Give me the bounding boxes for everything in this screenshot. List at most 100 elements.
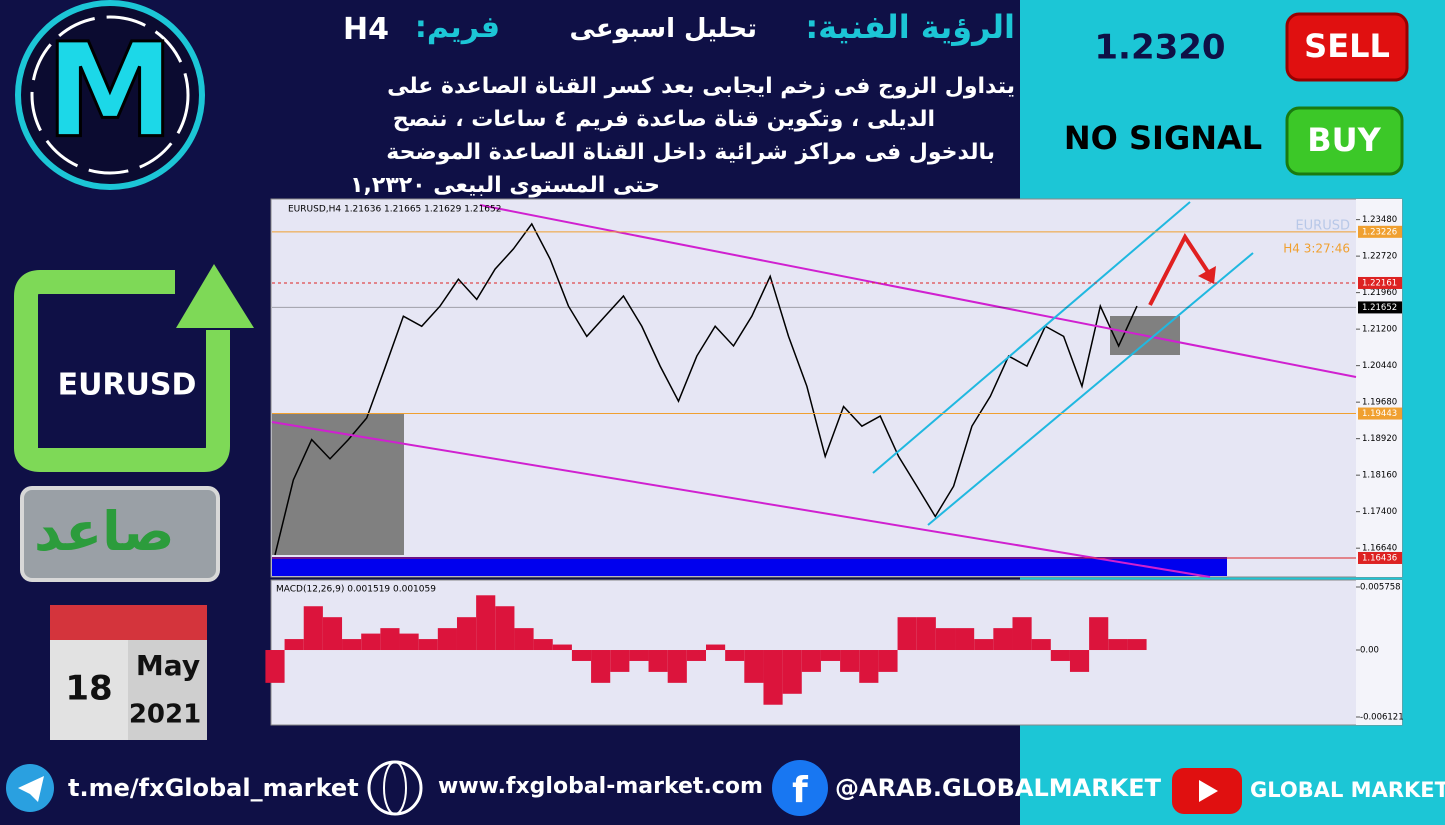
macd-bar [1050, 650, 1070, 661]
telegram-plane [18, 776, 44, 802]
web-icon-meridian [383, 761, 407, 815]
frame: H4 [343, 12, 389, 47]
zone [272, 413, 404, 555]
macd-bar [284, 639, 304, 651]
macd-bar [1031, 639, 1051, 651]
y-tick-label: 1.18160 [1362, 471, 1397, 481]
macd-bar [801, 650, 821, 672]
forecast-arrow [1148, 233, 1212, 306]
level-label: 1.21652 [1362, 303, 1397, 313]
timer: H4 3:27:46 [1283, 242, 1350, 256]
year: 2021 [129, 700, 201, 730]
level-label: 1.23226 [1362, 227, 1397, 237]
macd-bar [629, 650, 649, 661]
telegram-link: t.me/fxGlobal_market [68, 774, 359, 802]
trendline [271, 421, 1211, 578]
macd-bar [571, 650, 592, 661]
macd-bar [859, 650, 879, 683]
macd-bar [552, 644, 572, 651]
sell-label: SELL [1304, 27, 1390, 65]
macd-bar [916, 617, 936, 651]
facebook-f: f [792, 770, 808, 811]
macd-bar [840, 650, 860, 672]
logo-inner [30, 15, 190, 175]
macd-bar [476, 595, 496, 651]
zone-bar [272, 557, 1227, 576]
y-tick-label: 1.21200 [1362, 325, 1397, 335]
macd-bar [897, 617, 917, 651]
macd-bar [514, 628, 534, 651]
macd-bar [667, 650, 687, 683]
y-tick-label: 1.16640 [1362, 544, 1397, 554]
y-tick-label: 1.21960 [1362, 288, 1397, 298]
macd-bar [456, 617, 477, 651]
forecast-arrowhead [1198, 266, 1216, 284]
y-tick-label: 1.19680 [1362, 398, 1397, 408]
macd-bar [686, 650, 706, 661]
macd-bar [1012, 617, 1032, 651]
frame-label: فريم: [414, 10, 500, 45]
macd-bar [648, 650, 668, 672]
analysis-line: الديلى ، وتكوين قناة صاعدة فريم ٤ ساعات … [392, 107, 935, 132]
macd-bar [610, 650, 630, 672]
price-panel [270, 198, 1403, 578]
trend: صاعد [34, 500, 175, 563]
macd-bar [418, 639, 438, 651]
macd-axis [1356, 580, 1402, 725]
calendar-top [50, 605, 207, 640]
trend-frame [13, 270, 230, 472]
analysis-line: حتى المستوى البيعى ١,٢٣٢٠ [350, 173, 660, 198]
website-link: www.fxglobal-market.com [438, 774, 763, 799]
facebook-link: @ARAB.GLOBALMARKET [835, 774, 1162, 802]
price-axis [1356, 199, 1402, 577]
level-tag [1358, 407, 1402, 420]
macd-bar [763, 650, 783, 705]
macd-bar [303, 606, 323, 651]
macd-bar [935, 628, 956, 651]
macd-bar [744, 650, 764, 683]
facebook-icon [772, 760, 828, 816]
logo-ring [15, 0, 205, 190]
signal-status: NO SIGNAL [1064, 119, 1262, 157]
macd-bar [322, 617, 343, 651]
y-tick-label: 1.22720 [1362, 252, 1397, 262]
chart-title: MACD(12,26,9) 0.001519 0.001059 [276, 585, 436, 595]
y-tick-label: 1.23480 [1362, 215, 1397, 225]
macd-bar [955, 628, 975, 651]
sell-button [1285, 12, 1409, 82]
trend-arrow [176, 264, 254, 328]
day: 18 [65, 669, 112, 709]
analysis-line: بالدخول فى مراكز شرائية داخل القناة الصا… [386, 140, 995, 165]
y-tick-label: 0.00 [1360, 646, 1379, 656]
channel-line [927, 252, 1254, 526]
level-tag [1358, 225, 1402, 238]
y-tick-label: 1.18920 [1362, 434, 1397, 444]
trend-box [20, 486, 220, 582]
macd-bar [380, 628, 400, 651]
level-tag [1358, 276, 1402, 289]
y-tick-label: 1.20440 [1362, 361, 1397, 371]
level-label: 1.22161 [1362, 278, 1397, 288]
y-tick-label: 0.005758 [1360, 583, 1401, 593]
macd-bar [974, 639, 994, 651]
macd-bar [820, 650, 841, 661]
price-line [274, 222, 1138, 556]
macd-bar [725, 650, 745, 661]
title: الرؤية الفنية: [805, 8, 1015, 46]
level-label: 1.19443 [1362, 409, 1397, 419]
macd-bar [342, 639, 362, 651]
macd-bar [265, 650, 285, 683]
logo-letter: M [45, 15, 174, 167]
macd-bar [993, 628, 1013, 651]
youtube-play [1199, 780, 1218, 802]
subtitle: تحليل اسبوعى [569, 14, 757, 44]
youtube-link: GLOBAL MARKET [1250, 778, 1445, 802]
buy-button [1285, 106, 1404, 176]
level-label: 1.16436 [1362, 553, 1397, 563]
macd-bar [591, 650, 611, 683]
macd-bar [878, 650, 898, 672]
buy-label: BUY [1307, 121, 1381, 159]
macd-bar [782, 650, 802, 694]
macd-bar [1108, 639, 1128, 651]
